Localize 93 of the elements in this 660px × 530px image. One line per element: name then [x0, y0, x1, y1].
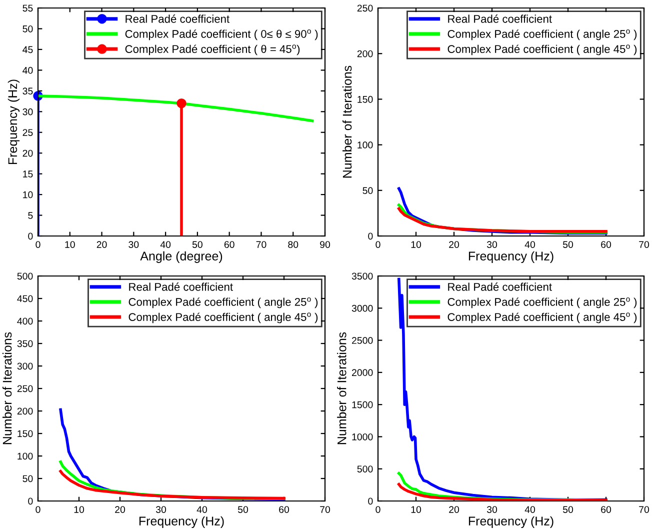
- y-tick-label: 150: [18, 430, 33, 438]
- x-tick-label: 60: [601, 241, 612, 248]
- y-tick-label: 5: [28, 212, 33, 219]
- x-tick-label: 0: [36, 241, 40, 248]
- y-tick-label: 0: [28, 498, 33, 505]
- y-tick-label: 200: [17, 408, 33, 415]
- legend-label: Real Padé coefficient: [448, 14, 552, 23]
- y-tick-label: 450: [17, 295, 33, 302]
- y-tick-label: 250: [17, 385, 33, 392]
- line-series: [59, 470, 286, 500]
- x-tick-label: 30: [486, 241, 498, 248]
- x-tick-label: 50: [192, 241, 202, 248]
- x-tick-label: 80: [288, 241, 298, 248]
- x-tick-label: 40: [160, 241, 171, 248]
- legend-label: Real Padé coefficient: [126, 14, 230, 23]
- legend-label: Complex Padé coefficient ( angle 25$^{o}$ ): [448, 297, 637, 308]
- legend-label: Complex Padé coefficient ( angle 45$^{o}$ ): [448, 312, 637, 324]
- legend-label: Complex Padé coefficient ( angle 25$^{o}$ ): [448, 29, 637, 40]
- y-tick-label: 50: [362, 187, 373, 194]
- y-axis-title: Number of Iterations: [337, 332, 346, 444]
- y-tick-label: 10: [23, 191, 33, 198]
- y-tick-label: 55: [22, 4, 33, 12]
- y-tick-label: 0: [368, 498, 373, 505]
- y-axis-title: Number of Iterations: [342, 66, 352, 178]
- y-axis-title: Frequency (Hz): [8, 80, 20, 164]
- x-tick-label: 20: [96, 241, 107, 248]
- y-tick-label: 300: [17, 362, 33, 370]
- x-tick-label: 70: [639, 241, 650, 248]
- x-tick-label: 50: [562, 506, 574, 513]
- x-tick-label: 60: [224, 241, 234, 248]
- y-tick-label: 2000: [352, 369, 373, 376]
- y-tick-label: 3000: [352, 304, 373, 312]
- x-tick-label: 20: [115, 506, 126, 513]
- y-tick-label: 3500: [352, 272, 373, 280]
- x-tick-label: 50: [562, 241, 574, 248]
- x-tick-label: 60: [279, 506, 290, 513]
- x-tick-label: 30: [486, 506, 498, 513]
- y-tick-label: 500: [17, 272, 33, 280]
- y-axis-title: Number of Iterations: [2, 332, 12, 444]
- legend-label: Complex Padé coefficient ( angle 45$^{o}$ ): [128, 312, 318, 324]
- x-tick-label: 10: [74, 506, 84, 513]
- x-tick-label: 0: [376, 241, 380, 248]
- y-tick-label: 500: [357, 466, 373, 472]
- y-tick-label: 100: [18, 452, 33, 460]
- x-tick-label: 30: [156, 506, 166, 513]
- legend-label: Complex Padé coefficient ( angle 45$^{o}$ ): [448, 44, 637, 56]
- y-tick-label: 35: [22, 88, 33, 95]
- legend-label: Complex Padé coefficient ( angle 25$^{o}$ ): [128, 297, 318, 308]
- y-tick-label: 400: [17, 318, 33, 325]
- y-tick-label: 45: [22, 46, 33, 54]
- x-tick-label: 10: [411, 241, 422, 248]
- x-tick-label: 20: [449, 506, 460, 513]
- x-axis-title: Frequency (Hz): [468, 251, 554, 263]
- legend-label: Real Padé coefficient: [448, 282, 552, 291]
- y-tick-label: 150: [358, 96, 373, 103]
- y-tick-label: 100: [358, 142, 373, 148]
- x-tick-label: 0: [376, 506, 380, 513]
- y-tick-label: 350: [17, 340, 33, 348]
- y-tick-label: 0: [368, 232, 373, 240]
- x-tick-label: 70: [256, 241, 266, 248]
- x-tick-label: 0: [36, 506, 40, 513]
- x-axis-title: Frequency (Hz): [139, 516, 224, 528]
- line-series: [398, 482, 608, 501]
- y-tick-label: 30: [22, 108, 33, 116]
- y-tick-label: 50: [22, 25, 33, 32]
- x-tick-label: 70: [320, 506, 330, 513]
- x-axis-title: Angle (degree): [140, 251, 222, 263]
- y-tick-label: 25: [22, 129, 33, 136]
- x-tick-label: 40: [524, 506, 536, 513]
- x-tick-label: 60: [601, 506, 612, 513]
- x-tick-label: 10: [411, 506, 422, 513]
- x-tick-label: 70: [639, 506, 650, 513]
- y-tick-label: 50: [22, 475, 33, 482]
- y-tick-label: 2500: [352, 337, 373, 344]
- x-axis-title: Frequency (Hz): [468, 516, 554, 528]
- y-tick-label: 20: [22, 150, 33, 157]
- x-tick-label: 40: [196, 506, 208, 513]
- y-tick-label: 200: [357, 50, 373, 58]
- legend-label: Complex Padé coefficient ( 0≤ θ ≤ 90$^{o}$ ): [125, 29, 318, 40]
- x-tick-label: 40: [524, 241, 536, 248]
- y-tick-label: 1000: [352, 433, 373, 440]
- y-tick-label: 40: [22, 66, 33, 74]
- x-tick-label: 90: [320, 241, 330, 248]
- x-tick-label: 20: [449, 241, 460, 248]
- y-tick-label: 250: [357, 4, 373, 12]
- y-tick-label: 15: [23, 170, 33, 178]
- x-tick-label: 30: [128, 241, 139, 248]
- legend-label: Real Padé coefficient: [129, 282, 233, 291]
- x-tick-label: 50: [238, 506, 248, 513]
- y-tick-label: 0: [28, 232, 33, 240]
- x-tick-label: 10: [65, 241, 75, 248]
- y-tick-label: 1500: [352, 401, 373, 408]
- legend-label: Complex Padé coefficient ( θ = 45$^{o}$): [125, 44, 300, 56]
